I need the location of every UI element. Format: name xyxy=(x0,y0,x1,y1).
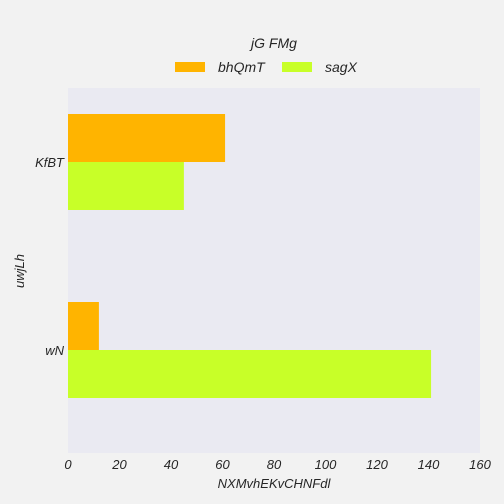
legend-label-sagX: sagX xyxy=(325,59,358,75)
x-tick-label: 60 xyxy=(215,457,230,472)
bar-sagX-KfBT xyxy=(68,162,184,210)
y-tick-label: KfBT xyxy=(35,155,65,170)
x-tick-label: 0 xyxy=(64,457,72,472)
legend-swatch-bhQmT xyxy=(175,62,205,72)
bar-bhQmT-wN xyxy=(68,302,99,350)
x-tick-label: 120 xyxy=(366,457,388,472)
y-tick-label: wN xyxy=(45,343,64,358)
legend-label-bhQmT: bhQmT xyxy=(218,59,266,75)
y-tick-labels: KfBT wN xyxy=(35,155,65,358)
x-tick-label: 80 xyxy=(267,457,282,472)
legend-swatch-sagX xyxy=(282,62,312,72)
bar-sagX-wN xyxy=(68,350,432,398)
legend: jG FMg bhQmT sagX xyxy=(175,35,358,75)
x-tick-label: 20 xyxy=(111,457,127,472)
legend-title: jG FMg xyxy=(249,35,297,51)
x-tick-label: 140 xyxy=(418,457,440,472)
legend-items: bhQmT sagX xyxy=(175,59,358,75)
x-tick-label: 100 xyxy=(315,457,337,472)
x-axis-label: NXMvhEKvCHNFdl xyxy=(218,476,332,491)
bar-bhQmT-KfBT xyxy=(68,114,226,162)
x-tick-labels: 0 20 40 60 80 100 120 140 160 xyxy=(64,457,491,472)
x-tick-label: 160 xyxy=(469,457,491,472)
bars-group xyxy=(68,114,432,398)
y-axis-label: uwjLh xyxy=(12,254,27,288)
x-tick-label: 40 xyxy=(164,457,179,472)
